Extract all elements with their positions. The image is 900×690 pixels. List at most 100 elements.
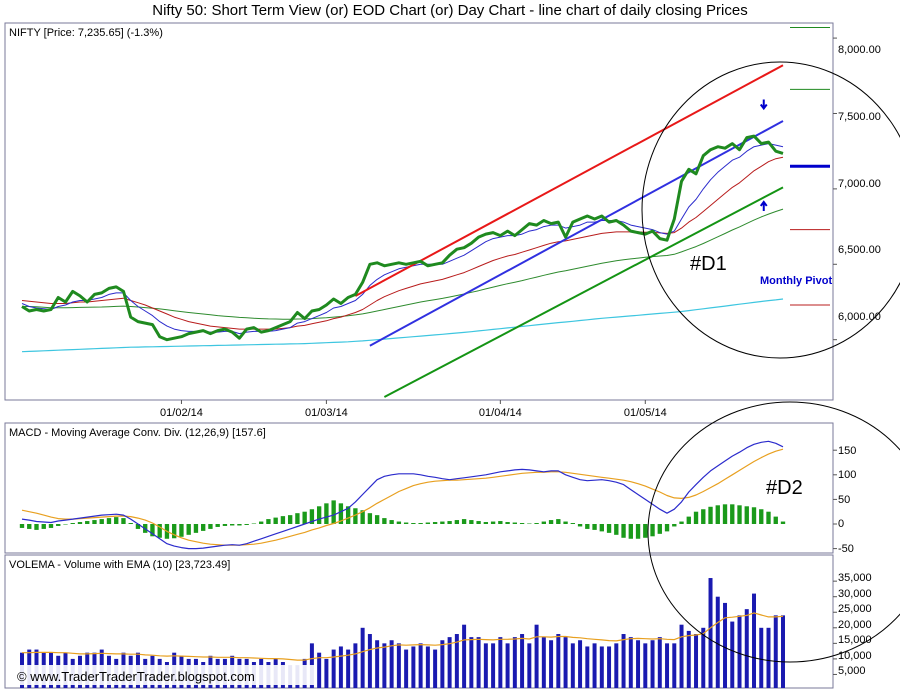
volume-bar <box>592 643 597 688</box>
trendline-lower-channel <box>383 186 784 398</box>
macd-histogram-bar <box>635 524 641 539</box>
x-date-tick-label: 01/02/14 <box>160 407 203 419</box>
macd-histogram-bar <box>737 505 742 524</box>
price-panel-frame <box>4 22 834 401</box>
volume-bar <box>599 646 604 688</box>
macd-histogram-bar <box>287 515 293 524</box>
volume-bar <box>570 643 575 688</box>
price-ema-long-line <box>21 298 784 353</box>
volume-bar <box>382 643 387 688</box>
macd-histogram-bar <box>186 524 191 535</box>
volume-y-tick: 20,000 <box>838 619 872 631</box>
macd-histogram-bar <box>490 521 496 524</box>
volume-bar <box>766 627 771 688</box>
volume-y-tick: 5,000 <box>838 665 866 677</box>
macd-histogram-bar <box>650 524 655 537</box>
volume-bar <box>650 640 655 688</box>
macd-histogram-bar <box>563 521 568 524</box>
macd-histogram-bar <box>715 505 720 524</box>
volume-bar <box>715 596 720 688</box>
trendline-upper-channel <box>354 64 784 297</box>
price-ema-mid-line <box>21 156 784 330</box>
macd-histogram-bar <box>454 520 460 524</box>
price-panel-label: NIFTY [Price: 7,235.65] (-1.3%) <box>9 27 163 39</box>
macd-histogram-bar <box>766 511 771 524</box>
macd-histogram-bar <box>128 523 133 524</box>
macd-histogram-bar <box>773 516 778 524</box>
macd-histogram-bar <box>512 522 518 524</box>
macd-histogram-bar <box>77 522 83 524</box>
macd-y-tick: 0 <box>838 518 844 530</box>
volume-bar <box>672 643 677 688</box>
macd-histogram-bar <box>179 524 184 537</box>
volume-bar <box>317 652 322 688</box>
macd-histogram-bar <box>353 508 358 524</box>
volume-bar <box>614 643 619 688</box>
macd-histogram-bar <box>237 524 242 526</box>
volume-bar <box>375 640 380 688</box>
macd-histogram-bar <box>686 516 691 524</box>
macd-histogram-bar <box>114 517 119 524</box>
volume-bar <box>665 643 670 688</box>
x-date-ticks: 01/02/14 01/03/14 01/04/14 01/05/14 <box>160 400 667 419</box>
macd-histogram-bar <box>432 522 438 524</box>
macd-panel-frame <box>4 422 834 554</box>
macd-histogram-bar <box>722 504 728 524</box>
macd-histogram-bar <box>295 513 300 524</box>
volume-bar <box>759 627 764 688</box>
volume-bar <box>483 643 488 688</box>
volume-bar <box>425 646 430 688</box>
watermark-box <box>13 665 315 685</box>
volume-bar <box>367 634 372 688</box>
volume-bar <box>505 643 510 688</box>
volume-bar <box>730 621 735 688</box>
macd-histogram-bar <box>447 521 452 524</box>
macd-histogram-bar <box>780 521 786 524</box>
volume-bar <box>396 643 401 688</box>
x-date-tick-label: 01/03/14 <box>305 407 348 419</box>
volume-bar <box>541 637 546 688</box>
macd-histogram-bar <box>599 524 604 532</box>
macd-histogram-bar <box>461 519 467 524</box>
volume-bar <box>331 649 336 688</box>
volume-bar <box>563 637 568 688</box>
volume-bar <box>708 578 713 688</box>
volume-bar <box>549 640 554 688</box>
volume-bar <box>360 627 365 688</box>
price-y-tick: 7,000.00 <box>838 178 881 190</box>
macd-histogram-bar <box>92 520 97 524</box>
volume-bar <box>585 646 590 688</box>
volume-bar <box>440 640 445 688</box>
macd-histogram-bar <box>751 507 757 524</box>
volume-bar <box>657 637 662 688</box>
macd-histogram-bar <box>556 519 561 524</box>
macd-histogram-bar <box>701 509 706 524</box>
macd-histogram-bar <box>585 524 590 529</box>
macd-y-ticks: 150 100 50 0 -50 <box>838 445 856 555</box>
macd-histogram-bar <box>672 524 677 527</box>
chart-title: Nifty 50: Short Term View (or) EOD Chart… <box>152 2 747 19</box>
arrow-up-icon <box>759 200 768 211</box>
volume-bar <box>512 637 517 688</box>
macd-histogram-bar <box>374 515 380 524</box>
macd-histogram-bar <box>425 522 431 524</box>
macd-signal-line <box>21 448 784 546</box>
macd-histogram-bar <box>309 509 315 524</box>
volume-bar <box>628 637 633 688</box>
macd-histogram-bar <box>744 506 749 524</box>
volume-y-ticks: 35,000 30,000 25,000 20,000 15,000 10,00… <box>838 572 872 677</box>
macd-histogram-bar <box>621 524 626 538</box>
volume-bar <box>338 646 343 688</box>
macd-histogram-bar <box>70 523 75 524</box>
price-ema-fast-line <box>21 143 784 335</box>
macd-histogram-bar <box>759 509 764 524</box>
macd-histogram-bar <box>56 524 61 526</box>
macd-histogram-bar <box>476 521 481 524</box>
price-y-tick: 6,500.00 <box>838 244 881 256</box>
macd-histogram-bar <box>389 520 394 524</box>
macd-histogram-bar <box>730 504 735 524</box>
macd-histogram-bar <box>548 520 554 524</box>
macd-histogram-bar <box>396 521 402 524</box>
volume-panel-label: VOLEMA - Volume with EMA (10) [23,723.49… <box>9 559 230 571</box>
macd-histogram-bar <box>331 500 336 524</box>
